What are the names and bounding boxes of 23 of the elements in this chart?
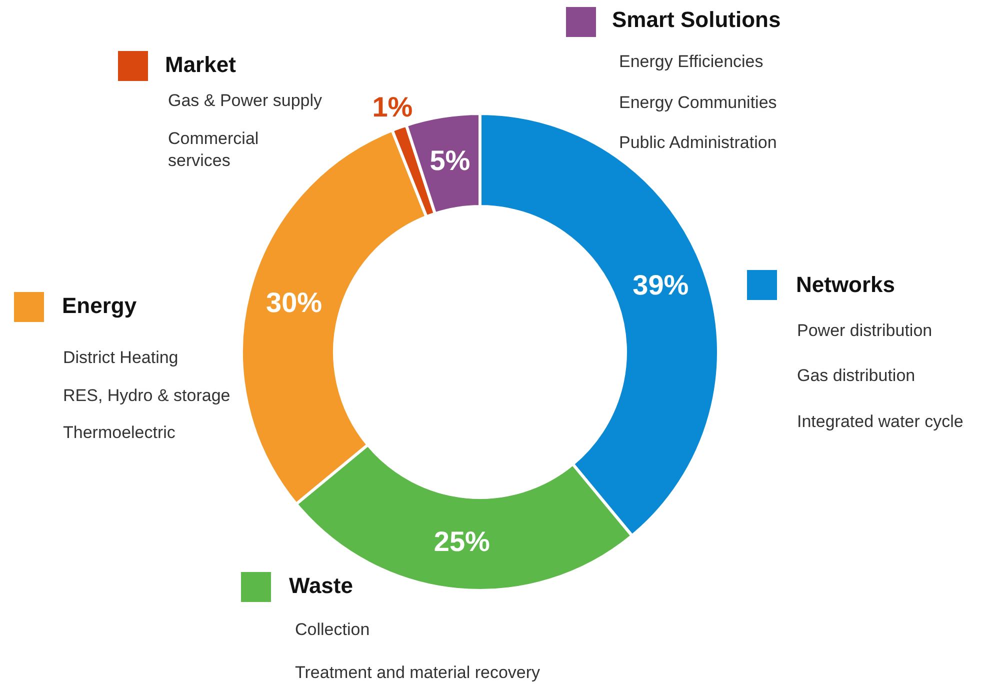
data-label: 1% — [372, 92, 413, 122]
data-label: 25% — [434, 526, 490, 557]
text: Collection — [295, 619, 370, 641]
text: Integrated water cycle — [797, 411, 964, 433]
data-label: 5% — [430, 145, 470, 176]
legend-label: Market — [165, 52, 236, 78]
data-label: 30% — [266, 286, 322, 318]
text: Energy Communities — [619, 92, 777, 114]
data-label: 39% — [632, 270, 689, 301]
text: Gas & Power supply — [168, 90, 322, 112]
text: Treatment and material recovery — [295, 662, 540, 684]
text: Gas distribution — [797, 365, 916, 387]
text: Commercial services — [168, 128, 260, 172]
text: Thermoelectric — [63, 422, 176, 444]
text: Power distribution — [797, 320, 932, 342]
legend-label: Waste — [289, 573, 353, 599]
legend-label: Networks — [796, 272, 896, 298]
text: Energy Efficiencies — [619, 51, 764, 73]
text: RES, Hydro & storage — [63, 385, 230, 407]
legend-label: Smart Solutions — [612, 7, 781, 33]
text: District Heating — [63, 347, 178, 369]
legend-label: Energy — [62, 293, 137, 319]
text: Public Administration — [619, 132, 777, 154]
